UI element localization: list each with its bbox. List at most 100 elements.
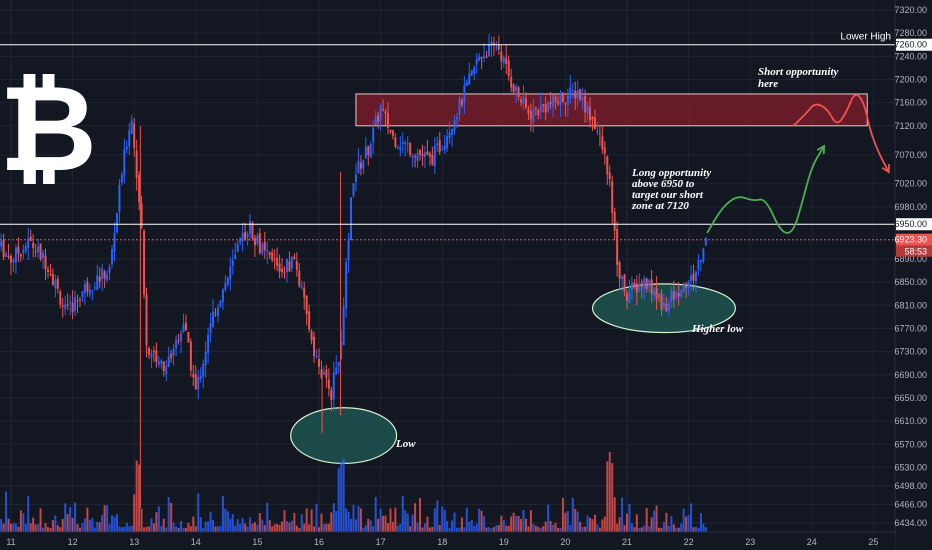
- candle-body: [687, 281, 690, 288]
- volume-bar: [690, 503, 693, 532]
- candle-body: [382, 109, 385, 111]
- volume-bar: [219, 525, 222, 532]
- candle-body: [69, 302, 72, 304]
- candle-body: [337, 361, 340, 367]
- volume-bar: [505, 525, 508, 532]
- volume-bar: [396, 525, 399, 532]
- candle-body: [37, 246, 40, 252]
- volume-bar: [256, 524, 259, 532]
- candle-body: [212, 311, 215, 327]
- candle-body: [298, 270, 301, 287]
- candle-body: [702, 248, 705, 262]
- volume-bar: [411, 514, 414, 532]
- candle-body: [113, 232, 116, 252]
- volume-bar: [167, 497, 170, 532]
- volume-bar: [524, 518, 527, 532]
- volume-bar: [229, 518, 232, 532]
- volume-bar: [658, 527, 661, 532]
- volume-bar: [101, 514, 104, 532]
- volume-bar: [566, 511, 569, 532]
- volume-bar: [266, 502, 269, 532]
- candle-body: [155, 350, 158, 363]
- candle-body: [431, 154, 434, 165]
- volume-bar: [702, 523, 705, 532]
- candle-body: [512, 85, 515, 93]
- candle-body: [608, 172, 611, 180]
- x-tick-label: 23: [745, 537, 755, 547]
- candle-body: [690, 275, 693, 282]
- volume-bar: [162, 518, 165, 532]
- volume-bar: [564, 512, 567, 532]
- volume-bar: [675, 527, 678, 532]
- candle-body: [650, 279, 653, 294]
- candle-body: [497, 44, 500, 50]
- candle-body: [377, 115, 380, 123]
- volume-bar: [384, 515, 387, 532]
- volume-bar: [345, 508, 348, 532]
- volume-bar: [478, 508, 481, 532]
- volume-bar: [293, 512, 296, 532]
- volume-bar: [601, 519, 604, 532]
- candle-body: [483, 55, 486, 58]
- volume-bar: [699, 513, 702, 532]
- candle-body: [359, 162, 362, 169]
- volume-bar: [157, 506, 160, 532]
- green-projection-arrowhead: [816, 144, 826, 155]
- candle-body: [241, 233, 244, 242]
- candle-body: [677, 292, 680, 297]
- candle-body: [266, 249, 269, 252]
- candle-body: [384, 111, 387, 114]
- candle-body: [88, 289, 91, 295]
- volume-bar: [310, 509, 313, 532]
- volume-bar: [152, 523, 155, 532]
- candle-body: [71, 302, 74, 313]
- short-opportunity-label: Short opportunity: [758, 66, 839, 78]
- volume-bar: [680, 523, 683, 532]
- volume-bar: [490, 527, 493, 532]
- volume-bar: [138, 464, 141, 532]
- volume-bar: [529, 510, 532, 532]
- volume-bar: [120, 527, 123, 532]
- candle-body: [451, 129, 454, 135]
- volume-bar: [552, 524, 555, 532]
- volume-bar: [606, 461, 609, 532]
- volume-bar: [473, 525, 476, 532]
- candle-body: [207, 334, 210, 353]
- volume-bar: [389, 508, 392, 532]
- volume-bar: [180, 521, 183, 532]
- volume-bar: [42, 527, 45, 532]
- volume-bar: [451, 520, 454, 532]
- volume-bar: [88, 519, 91, 532]
- candle-body: [236, 243, 239, 252]
- candle-body: [527, 108, 530, 114]
- volume-bar: [224, 508, 227, 532]
- candle-body: [557, 101, 560, 104]
- volume-bar: [596, 524, 599, 532]
- volume-bar: [108, 524, 111, 532]
- candle-body: [300, 286, 303, 288]
- volume-bar: [147, 526, 150, 532]
- volume-bar: [199, 517, 202, 532]
- candle-body: [488, 44, 491, 56]
- volume-bar: [497, 525, 500, 532]
- candle-body: [591, 117, 594, 120]
- candle-body: [24, 246, 27, 251]
- volume-bar: [630, 523, 633, 532]
- long-opportunity-label: Long opportunity: [631, 167, 711, 179]
- volume-bar: [14, 523, 17, 532]
- volume-bar: [330, 512, 333, 532]
- volume-bar: [44, 523, 47, 532]
- candle-body: [278, 263, 281, 272]
- candle-body: [283, 272, 286, 274]
- volume-bar: [515, 515, 518, 532]
- candle-body: [224, 283, 227, 290]
- candle-body: [234, 254, 237, 260]
- volume-bar: [118, 526, 121, 532]
- volume-bar: [71, 517, 74, 532]
- candle-body: [362, 160, 365, 169]
- candle-body: [157, 361, 160, 365]
- volume-bar: [569, 524, 572, 532]
- candle-body: [54, 280, 57, 289]
- candle-body: [547, 102, 550, 112]
